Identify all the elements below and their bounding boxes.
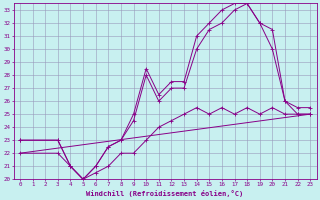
X-axis label: Windchill (Refroidissement éolien,°C): Windchill (Refroidissement éolien,°C) [86, 190, 244, 197]
